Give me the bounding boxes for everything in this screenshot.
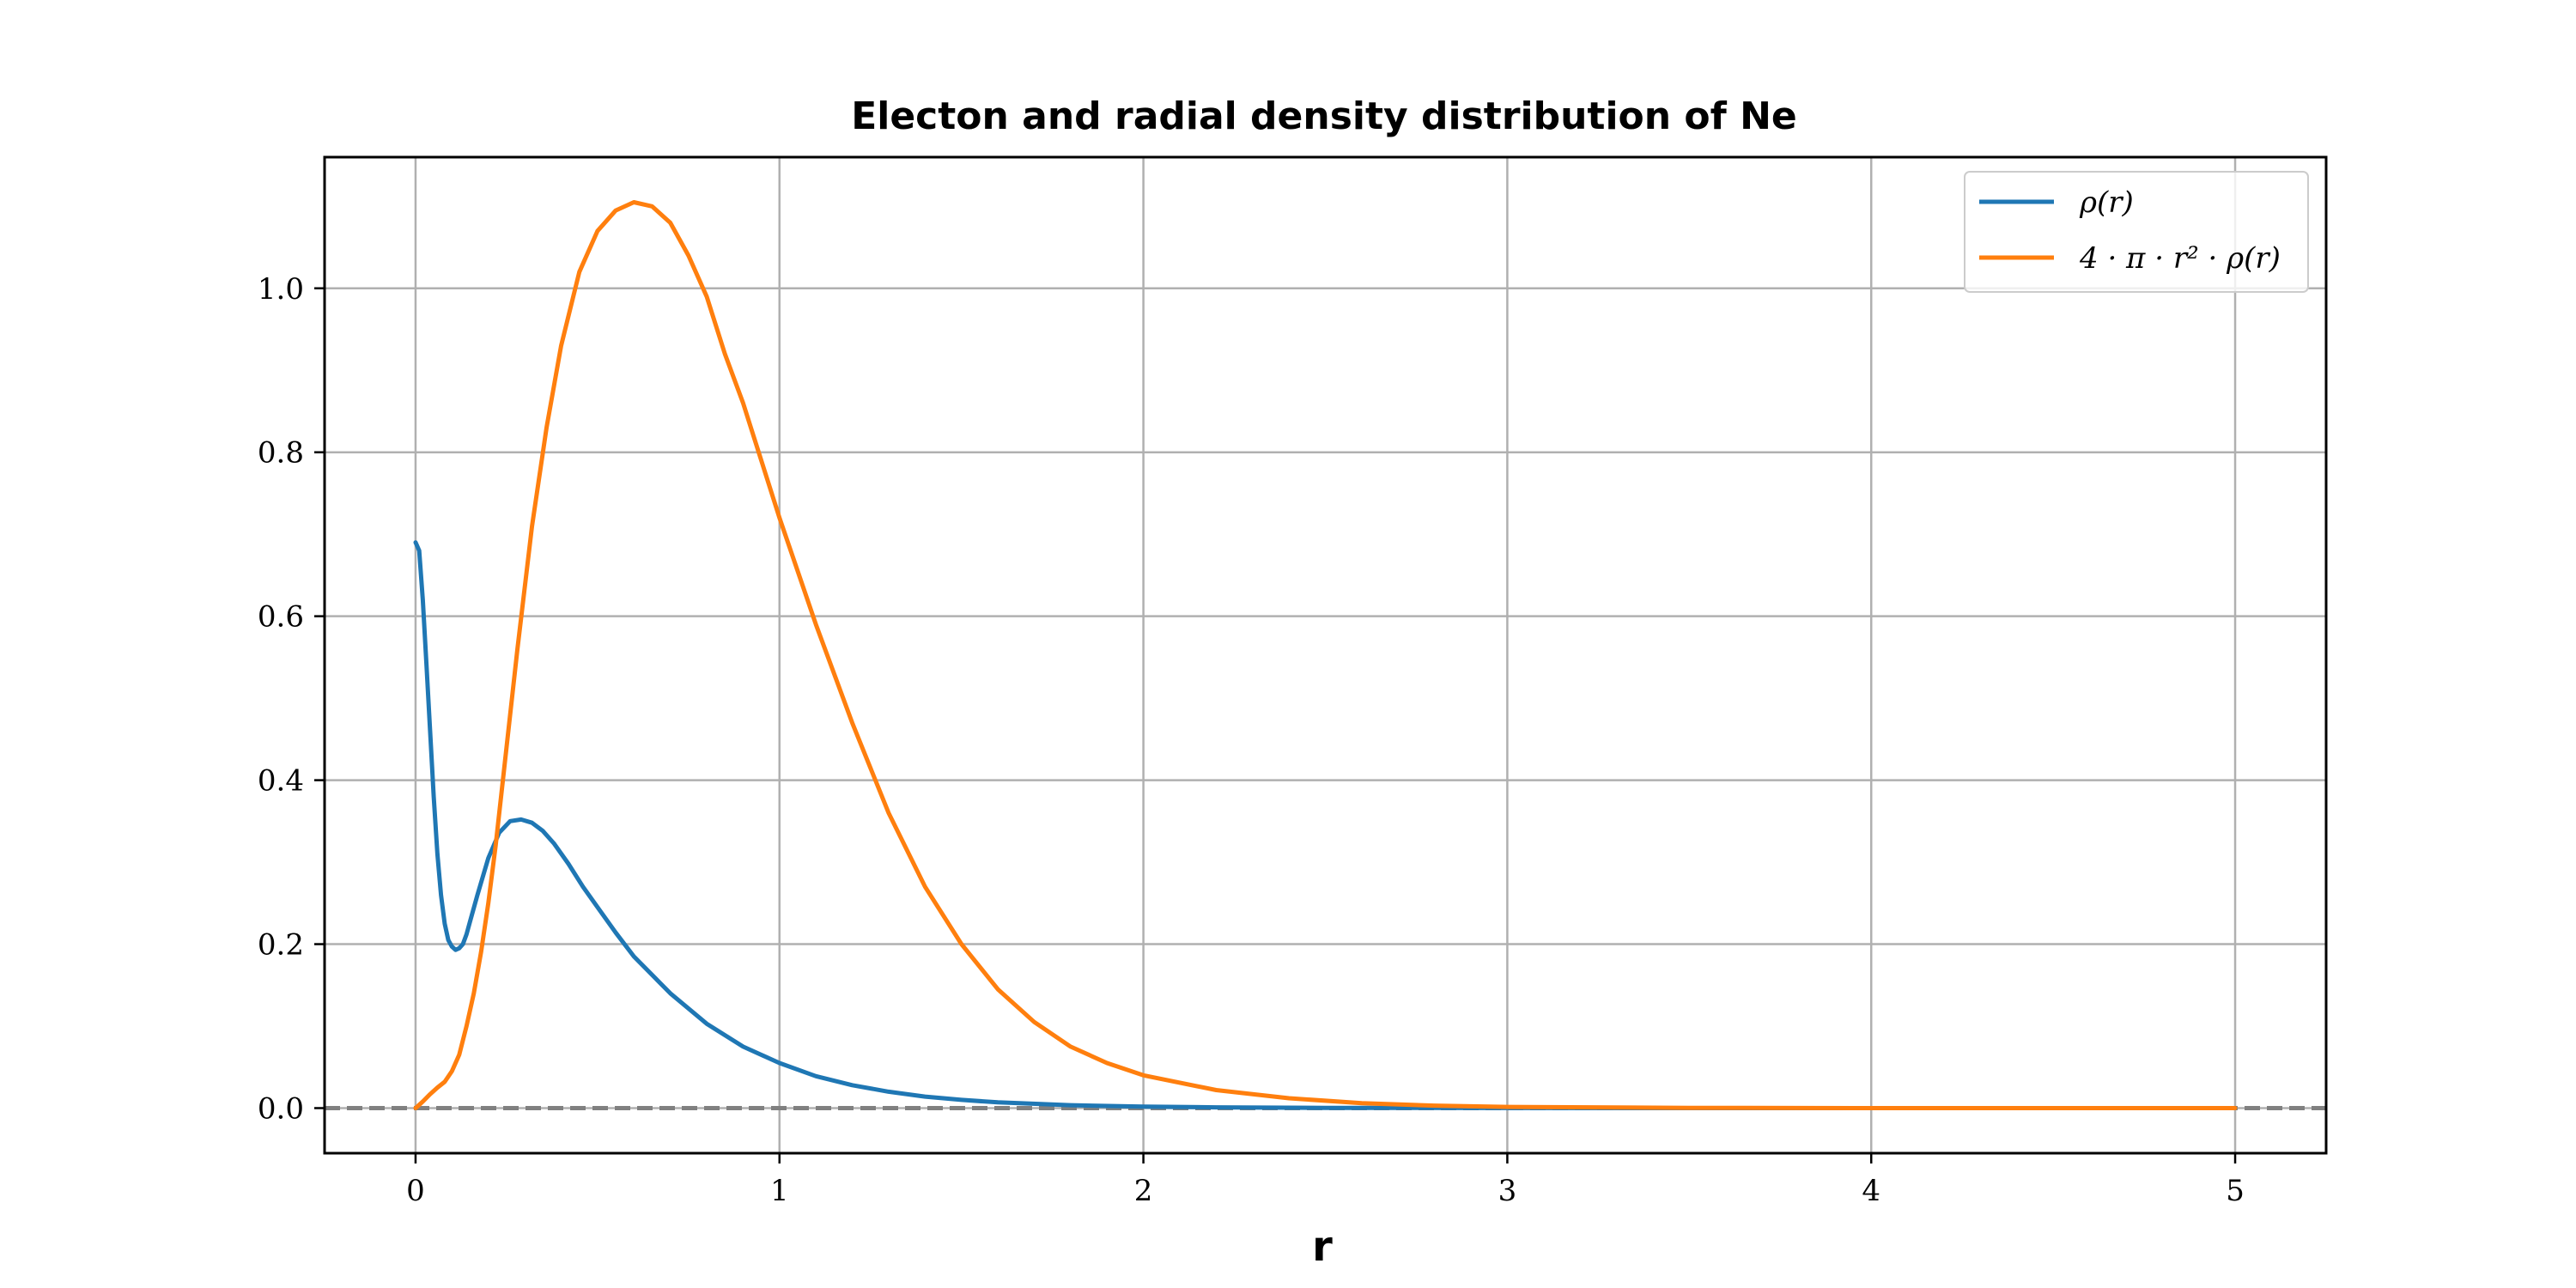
plot-area xyxy=(323,155,2328,1155)
y-tick-label: 0.6 xyxy=(258,600,304,635)
x-tick-label: 2 xyxy=(1134,1174,1153,1208)
chart-title: Electon and radial density distribution … xyxy=(851,94,1797,138)
x-axis-ticks: 0 1 2 3 4 5 xyxy=(406,1153,2245,1208)
x-tick-label: 5 xyxy=(2226,1174,2245,1208)
legend: ρ(r) 4 · π · r² · ρ(r) xyxy=(1964,171,2309,293)
x-tick-label: 3 xyxy=(1498,1174,1517,1208)
x-axis-label: r xyxy=(1312,1223,1333,1271)
legend-label-rho: ρ(r) xyxy=(2079,185,2134,220)
plot-frame xyxy=(323,155,2328,1155)
legend-label-radial: 4 · π · r² · ρ(r) xyxy=(2079,241,2281,276)
y-tick-label: 0.4 xyxy=(258,764,304,799)
plot-background xyxy=(325,157,2326,1153)
x-tick-label: 4 xyxy=(1862,1174,1880,1208)
y-tick-label: 0.0 xyxy=(258,1091,304,1126)
y-tick-label: 0.8 xyxy=(258,436,304,471)
series-line-rho xyxy=(413,540,2238,1110)
y-tick-label: 0.2 xyxy=(258,928,304,963)
x-tick-label: 1 xyxy=(770,1174,789,1208)
series-line-radial-density xyxy=(413,200,2238,1110)
y-tick-label: 1.0 xyxy=(258,272,304,307)
series-group xyxy=(413,200,2238,1110)
x-tick-label: 0 xyxy=(406,1174,425,1208)
y-axis-ticks: 0.0 0.2 0.4 0.6 0.8 1.0 xyxy=(258,272,325,1126)
